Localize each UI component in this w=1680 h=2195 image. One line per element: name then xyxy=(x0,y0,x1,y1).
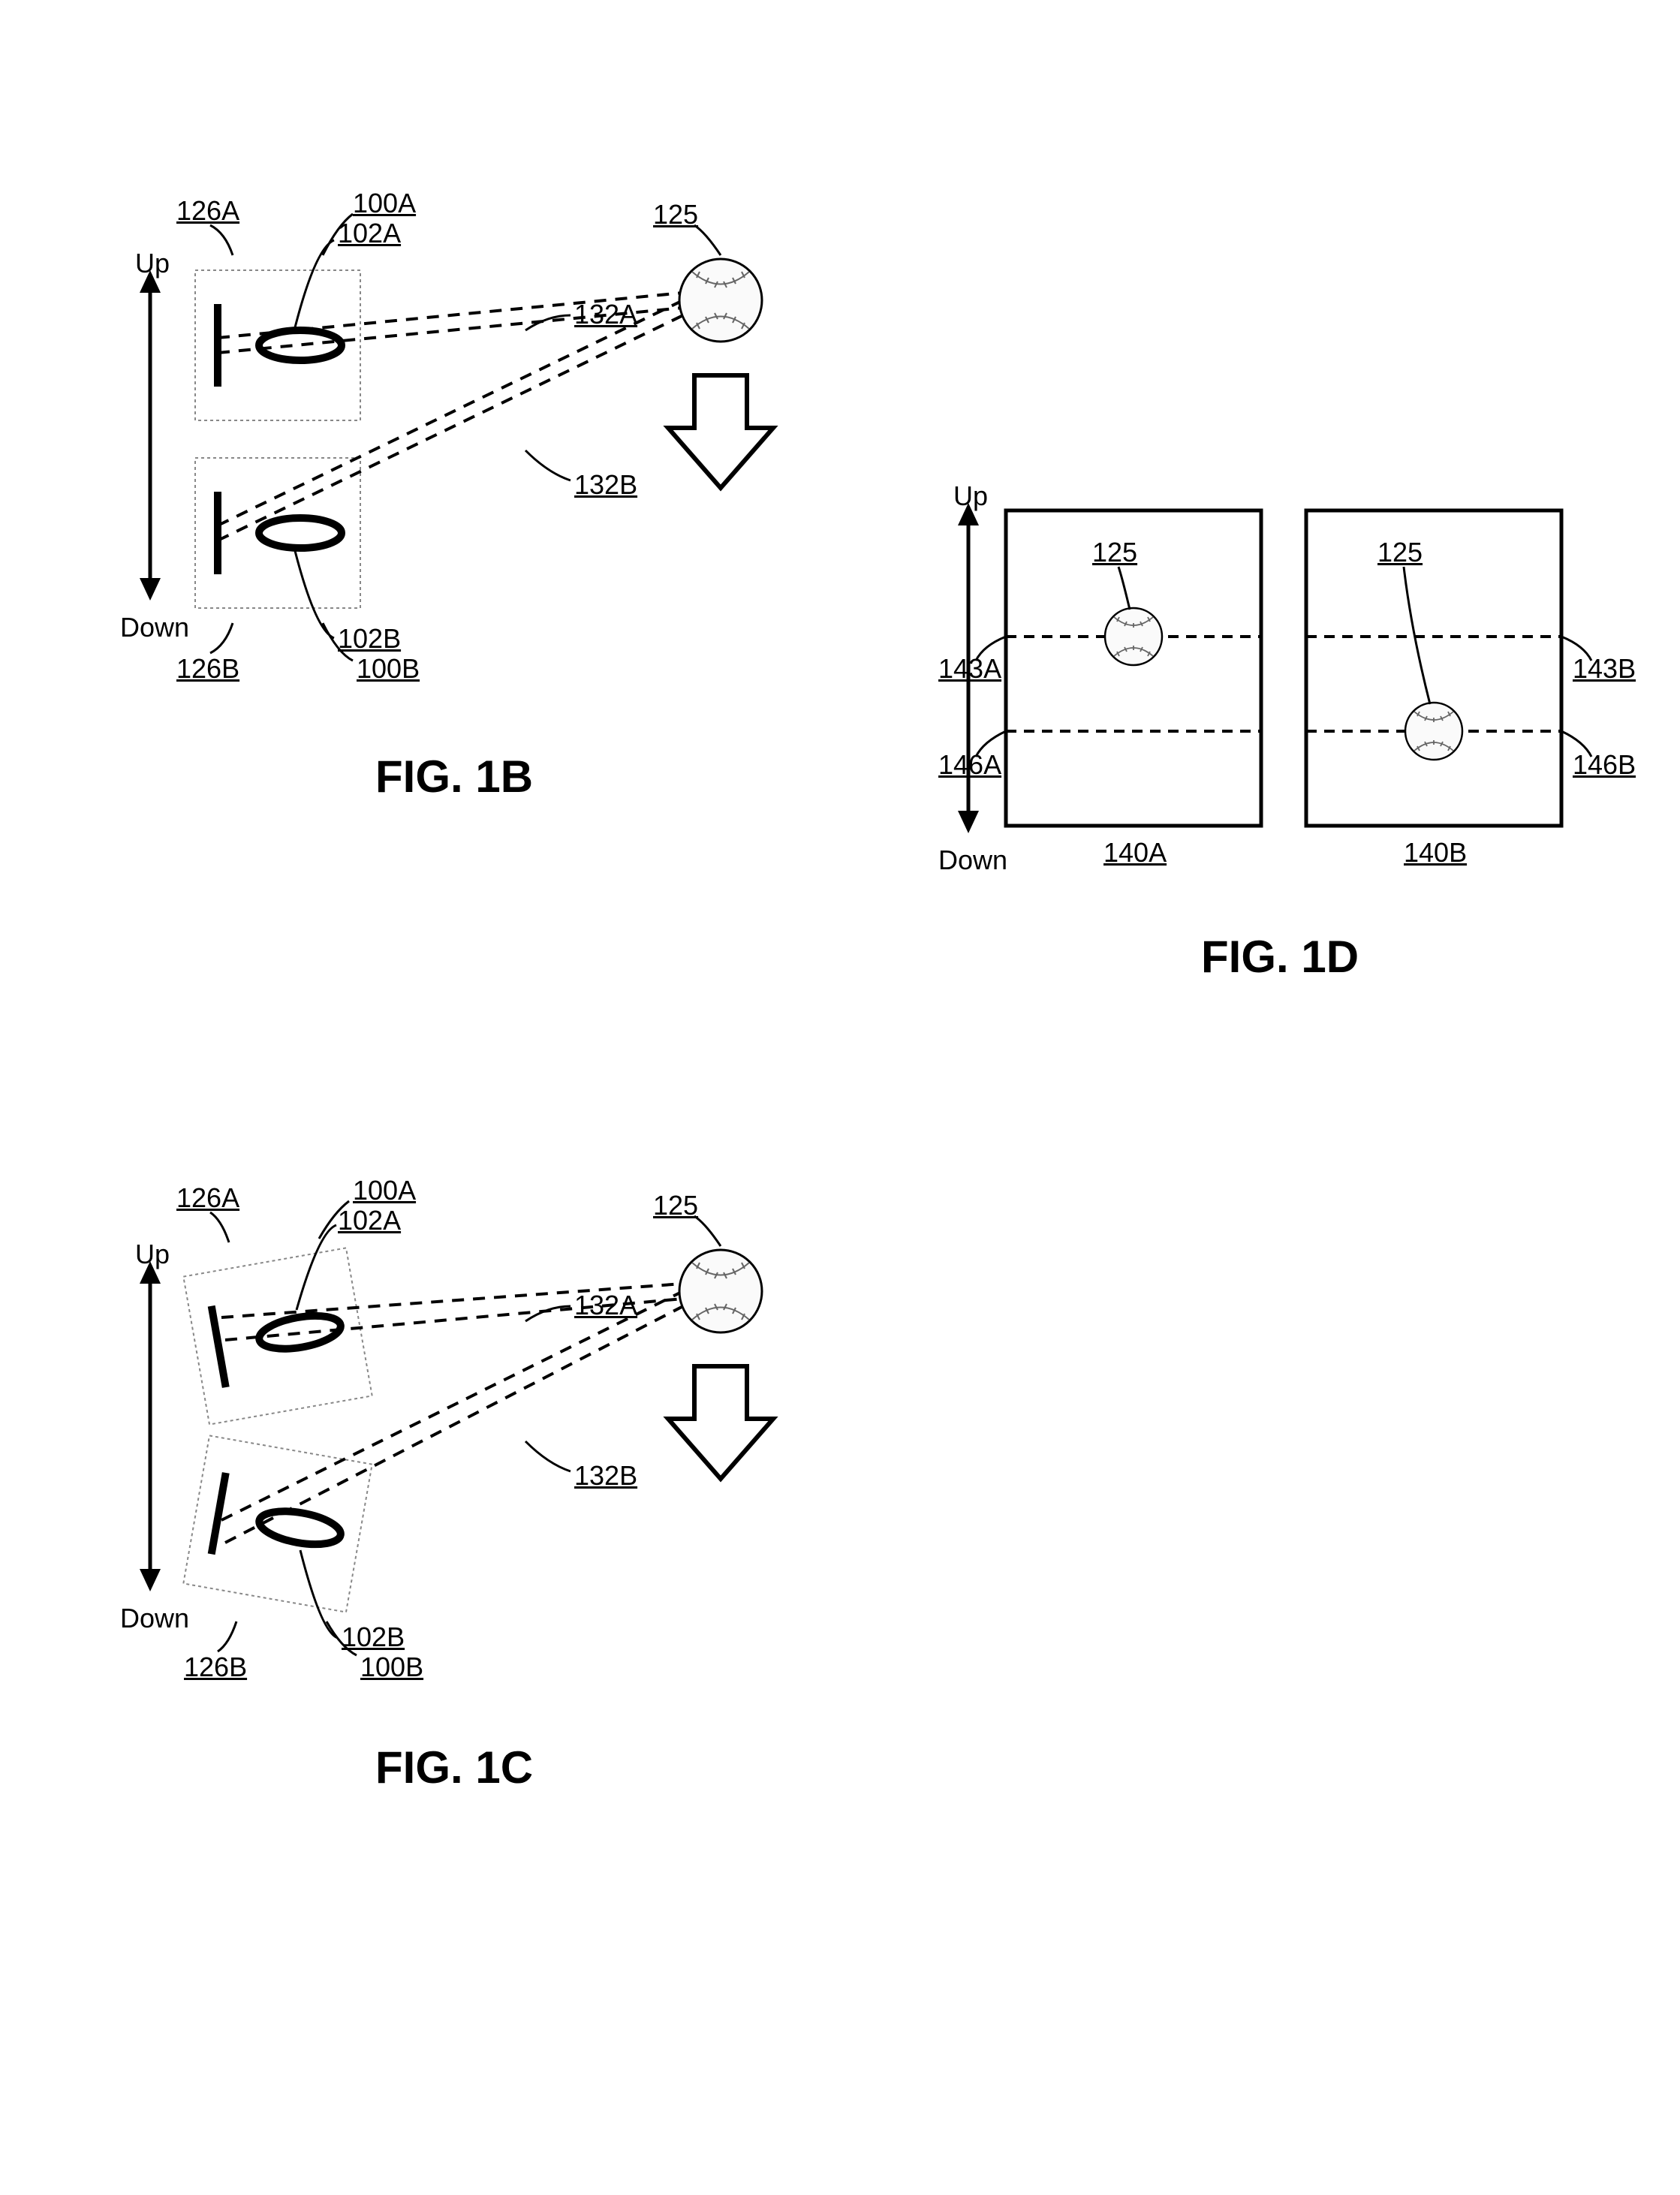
ref-132a-1b: 132A xyxy=(574,299,637,330)
baseball-icon xyxy=(1405,703,1462,760)
ref-125-1d-b: 125 xyxy=(1377,537,1423,568)
fig-1b xyxy=(140,214,773,661)
axis-down-1b: Down xyxy=(120,612,189,643)
axis-up-1c: Up xyxy=(135,1239,170,1270)
axis-down-1c: Down xyxy=(120,1603,189,1634)
axis-up-1b: Up xyxy=(135,248,170,279)
figure-label-1c: FIG. 1C xyxy=(375,1742,533,1793)
ref-100a-1c: 100A xyxy=(353,1175,416,1206)
ref-126a-1c: 126A xyxy=(176,1182,239,1214)
axis-down-1d: Down xyxy=(938,845,1007,876)
ref-132b-1b: 132B xyxy=(574,469,637,501)
fig-1c xyxy=(140,1201,773,1655)
ref-132a-1c: 132A xyxy=(574,1290,637,1321)
ref-143a: 143A xyxy=(938,653,1001,685)
ref-100b-1c: 100B xyxy=(360,1652,423,1683)
fig-1d xyxy=(958,503,1591,833)
ref-100a-1b: 100A xyxy=(353,188,416,219)
ref-102b-1b: 102B xyxy=(338,623,401,655)
ref-126b-1b: 126B xyxy=(176,653,239,685)
axis-up-1d: Up xyxy=(953,480,988,512)
ref-126a-1b: 126A xyxy=(176,195,239,227)
ref-140a: 140A xyxy=(1103,837,1167,869)
down-arrow-icon xyxy=(668,1366,773,1479)
ref-146a: 146A xyxy=(938,749,1001,781)
ref-102b-1c: 102B xyxy=(342,1621,405,1653)
baseball-icon xyxy=(679,259,762,342)
ref-102a-1b: 102A xyxy=(338,218,401,249)
ref-143b: 143B xyxy=(1573,653,1636,685)
ref-100b-1b: 100B xyxy=(357,653,420,685)
baseball-icon xyxy=(679,1250,762,1332)
ref-126b-1c: 126B xyxy=(184,1652,247,1683)
figure-label-1b: FIG. 1B xyxy=(375,751,533,802)
ref-132b-1c: 132B xyxy=(574,1460,637,1492)
ref-125-1b: 125 xyxy=(653,199,698,230)
ref-146b: 146B xyxy=(1573,749,1636,781)
ref-125-1d-a: 125 xyxy=(1092,537,1137,568)
baseball-icon xyxy=(1105,608,1162,665)
figure-label-1d: FIG. 1D xyxy=(1201,931,1359,983)
diagram-svg xyxy=(0,0,1680,2195)
ref-102a-1c: 102A xyxy=(338,1205,401,1236)
ref-125-1c: 125 xyxy=(653,1190,698,1221)
down-arrow-icon xyxy=(668,375,773,488)
ref-140b: 140B xyxy=(1404,837,1467,869)
